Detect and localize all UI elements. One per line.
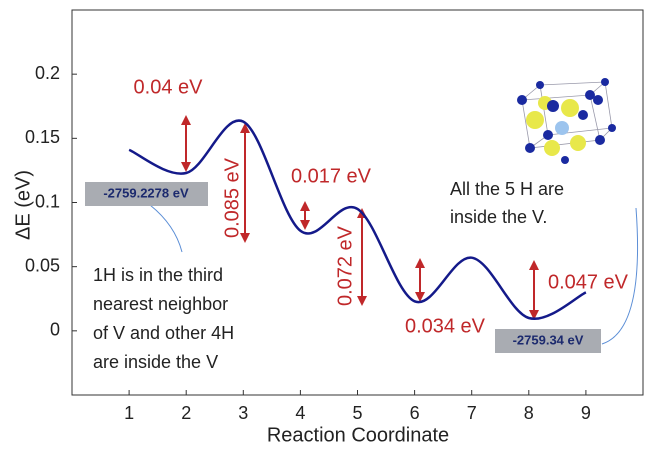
x-tick-label: 2 [181,403,191,423]
x-tick-label: 9 [581,403,591,423]
x-tick-label: 1 [124,403,134,423]
x-tick-label: 6 [410,403,420,423]
note-text: nearest neighbor [93,294,228,314]
energy-label: -2759.34 eV [513,332,584,347]
y-tick-label: 0.2 [35,63,60,83]
annotation: 0.04 eV [134,76,204,98]
chart: Reaction Coordinate ΔE (eV) 0.04 eV 0.08… [0,0,645,446]
annotation: 0.017 eV [291,165,372,187]
annotation: 0.085 eV [221,157,243,238]
note-text: inside the V. [450,207,547,227]
x-tick-label: 4 [295,403,305,423]
annotation: 0.047 eV [548,271,629,293]
x-tick-label: 3 [238,403,248,423]
x-tick-label: 5 [352,403,362,423]
annotation: 0.072 eV [334,225,356,306]
note-text: are inside the V [93,352,218,372]
callout-line [150,205,182,252]
note-text: 1H is in the third [93,265,223,285]
y-axis-label: ΔE (eV) [12,170,34,240]
annotation: 0.034 eV [405,315,486,337]
y-tick-label: 0.15 [25,127,60,147]
y-tick-label: 0.1 [35,191,60,211]
x-axis-label: Reaction Coordinate [267,424,449,446]
y-tick-label: 0.05 [25,255,60,275]
crystal-icon [517,78,616,164]
energy-label: -2759.2278 eV [103,185,189,200]
x-tick-label: 8 [524,403,534,423]
note-text: All the 5 H are [450,179,564,199]
y-tick-label: 0 [50,320,60,340]
x-tick-label: 7 [467,403,477,423]
note-text: of V and other 4H [93,323,234,343]
